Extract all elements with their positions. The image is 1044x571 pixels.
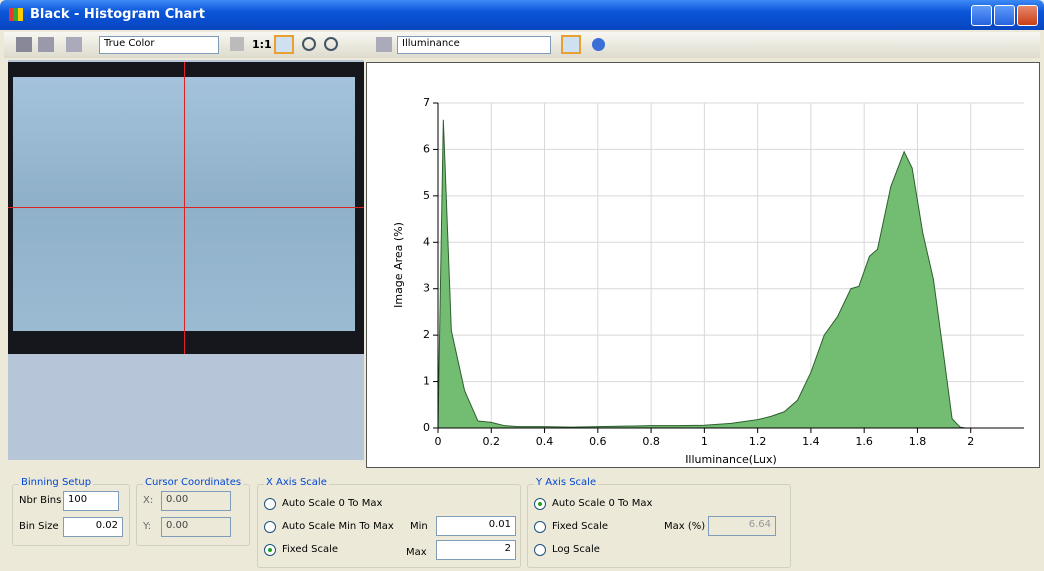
x-tick-label: 1.6 [855,435,873,448]
copy-button[interactable] [38,37,54,52]
cursor-x: 0.00 [161,491,231,511]
zoom-in-button[interactable] [302,37,316,51]
cursor-horizontal [8,207,364,208]
print-button[interactable] [16,37,32,52]
zoom-out-button[interactable] [324,37,338,51]
title-bar: Black - Histogram Chart [0,0,1044,30]
group-title: Cursor Coordinates [143,477,243,488]
toolbar: True Color 1:1 Illuminance [4,32,1040,58]
chart-fit-button[interactable] [561,35,581,54]
y-tick-label: 3 [423,282,430,295]
label: Y: [143,521,151,532]
radio[interactable] [264,544,276,556]
option: Log Scale [552,544,600,555]
option: Auto Scale 0 To Max [282,498,382,509]
x-tick-label: 2 [967,435,974,448]
x-tick-label: 1 [701,435,708,448]
cursor-y: 0.00 [161,517,231,537]
group-title: X Axis Scale [264,477,329,488]
cursor-button[interactable] [66,37,82,52]
radio-dot [268,548,272,552]
maximize-button[interactable] [994,5,1015,26]
x-min-input[interactable]: 0.01 [436,516,516,536]
histogram-chart: Image Area (%) Illuminance(Lux) 0 1 2 3 4 5 6 7… [366,62,1040,468]
image-frame [8,62,364,354]
y-tick-label: 2 [423,328,430,341]
x-tick-label: 0.6 [589,435,607,448]
x-axis-label: Illuminance(Lux) [685,453,777,466]
label: Bin Size [19,521,59,532]
group-title: Y Axis Scale [534,477,598,488]
x-tick-label: 1.4 [802,435,820,448]
x-tick-label: 1.2 [749,435,767,448]
bin-size-input[interactable]: 0.02 [63,517,123,537]
close-button[interactable] [1017,5,1038,26]
y-tick-label: 5 [423,189,430,202]
fit-button[interactable] [274,35,294,54]
radio[interactable] [264,498,276,510]
x-tick-label: 0.4 [536,435,554,448]
group-title: Binning Setup [19,477,93,488]
window-title: Black - Histogram Chart [30,7,205,22]
option: Auto Scale 0 To Max [552,498,652,509]
x-tick-label: 0.2 [483,435,501,448]
image-panel [8,60,364,460]
y-axis-scale-group: Y Axis Scale Auto Scale 0 To Max Fixed S… [527,484,791,568]
option: Fixed Scale [552,521,608,532]
y-tick-label: 7 [423,96,430,109]
label: Max (%) [664,521,705,532]
x-tick-label: 1.8 [909,435,927,448]
settings-button[interactable] [230,37,244,51]
color-mode-select[interactable]: True Color [99,36,219,54]
cursor-vertical [184,62,185,354]
y-tick-label: 6 [423,142,430,155]
radio[interactable] [534,498,546,510]
option: Auto Scale Min To Max [282,521,394,532]
radio[interactable] [534,521,546,533]
radio[interactable] [264,521,276,533]
binning-setup-group: Binning Setup Nbr Bins 100 Bin Size 0.02 [12,484,130,546]
x-axis-scale-group: X Axis Scale Auto Scale 0 To Max Auto Sc… [257,484,521,568]
label: Max [406,547,427,558]
measure: Illuminance [402,38,460,49]
nbr-bins-input[interactable]: 100 [63,491,119,511]
chart-cursor-button[interactable] [376,37,392,52]
help-button[interactable] [592,38,605,51]
label: Min [410,521,428,532]
measure-select[interactable]: Illuminance [397,36,551,54]
x-tick-label: 0 [435,435,442,448]
radio-dot [538,502,542,506]
y-tick-label: 4 [423,235,430,248]
label: X: [143,495,153,506]
app-icon [9,8,23,21]
y-tick-label: 1 [423,375,430,388]
x-tick-label: 0.8 [642,435,660,448]
y-axis-label: Image Area (%) [392,222,405,308]
y-tick-label: 0 [423,421,430,434]
window: Black - Histogram Chart True Color 1:1 I… [0,0,1044,571]
label: Nbr Bins [19,495,61,506]
cursor-coordinates-group: Cursor Coordinates X: 0.00 Y: 0.00 [136,484,250,546]
minimize-button[interactable] [971,5,992,26]
color-mode: True Color [104,38,155,49]
option: Fixed Scale [282,544,338,555]
zoom-one-to-one[interactable]: 1:1 [252,38,272,51]
y-max-input: 6.64 [708,516,776,536]
x-max-input[interactable]: 2 [436,540,516,560]
radio[interactable] [534,544,546,556]
